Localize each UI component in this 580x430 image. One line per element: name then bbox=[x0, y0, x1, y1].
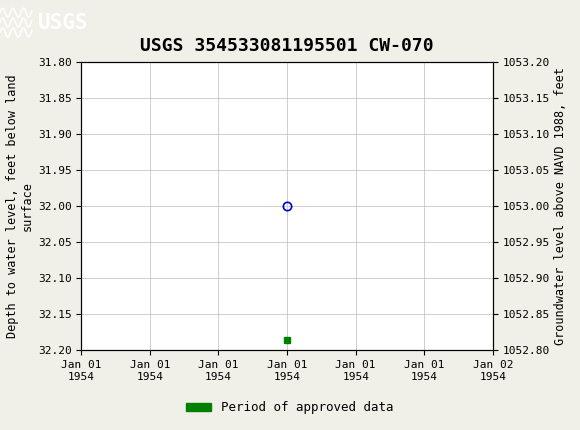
Title: USGS 354533081195501 CW-070: USGS 354533081195501 CW-070 bbox=[140, 37, 434, 55]
Legend: Period of approved data: Period of approved data bbox=[181, 396, 399, 419]
Text: USGS: USGS bbox=[38, 12, 88, 33]
Y-axis label: Depth to water level, feet below land
surface: Depth to water level, feet below land su… bbox=[6, 74, 34, 338]
Y-axis label: Groundwater level above NAVD 1988, feet: Groundwater level above NAVD 1988, feet bbox=[554, 68, 567, 345]
